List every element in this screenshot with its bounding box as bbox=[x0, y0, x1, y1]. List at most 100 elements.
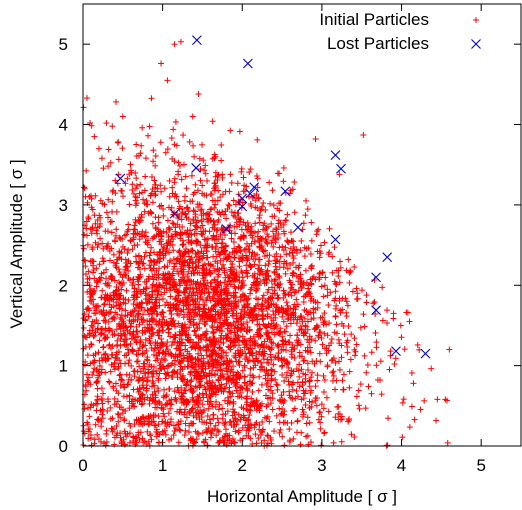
initial-particle-marker bbox=[181, 432, 188, 439]
initial-particle-marker bbox=[177, 38, 184, 45]
initial-particle-marker bbox=[175, 215, 182, 222]
initial-particle-marker bbox=[322, 274, 329, 281]
initial-particle-marker bbox=[335, 403, 342, 410]
initial-particle-marker bbox=[362, 405, 369, 412]
initial-particle-marker bbox=[247, 290, 254, 297]
initial-particle-marker bbox=[306, 419, 313, 426]
initial-particle-marker bbox=[142, 173, 149, 180]
initial-particle-marker bbox=[321, 430, 328, 437]
x-tick-label: 1 bbox=[158, 456, 167, 475]
initial-particle-marker bbox=[116, 404, 123, 411]
initial-particle-marker bbox=[154, 185, 161, 192]
initial-particle-marker bbox=[294, 342, 301, 349]
initial-particle-marker bbox=[281, 442, 288, 449]
initial-particle-marker bbox=[126, 201, 133, 208]
initial-particle-marker bbox=[109, 123, 116, 130]
initial-particle-marker bbox=[262, 206, 269, 213]
initial-particle-marker bbox=[100, 390, 107, 397]
initial-particle-marker bbox=[257, 432, 264, 439]
initial-particle-marker bbox=[387, 348, 394, 355]
initial-particle-marker bbox=[224, 394, 231, 401]
initial-particle-marker bbox=[408, 370, 415, 377]
initial-particle-marker bbox=[161, 185, 168, 192]
initial-particle-marker bbox=[226, 389, 233, 396]
initial-particle-marker bbox=[214, 240, 221, 247]
initial-particle-marker bbox=[329, 377, 336, 384]
initial-particle-marker bbox=[244, 256, 251, 263]
initial-particle-marker bbox=[131, 373, 138, 380]
lost-particle-marker bbox=[371, 305, 381, 316]
initial-particle-marker bbox=[171, 427, 178, 434]
initial-particle-marker bbox=[377, 358, 384, 365]
initial-particle-marker bbox=[150, 329, 157, 336]
initial-particle-marker bbox=[308, 265, 315, 272]
initial-particle-marker bbox=[324, 292, 331, 299]
initial-particle-marker bbox=[222, 188, 229, 195]
initial-particle-marker bbox=[392, 355, 399, 362]
initial-particle-marker bbox=[138, 142, 145, 149]
initial-particle-marker bbox=[109, 188, 116, 195]
initial-particle-marker bbox=[249, 388, 256, 395]
initial-particle-marker bbox=[434, 396, 441, 403]
initial-particle-marker bbox=[96, 261, 103, 268]
initial-particle-marker bbox=[293, 387, 300, 394]
initial-particle-marker bbox=[228, 358, 235, 365]
initial-particle-marker bbox=[169, 184, 176, 191]
initial-particle-marker bbox=[199, 429, 206, 436]
initial-particle-marker bbox=[97, 274, 104, 281]
initial-particle-marker bbox=[210, 411, 217, 418]
initial-particle-marker bbox=[103, 438, 110, 445]
initial-particle-marker bbox=[267, 200, 274, 207]
legend-label-initial-particles: Initial Particles bbox=[319, 10, 429, 29]
initial-particle-marker bbox=[400, 396, 407, 403]
initial-particle-marker bbox=[308, 219, 315, 226]
initial-particle-marker bbox=[268, 220, 275, 227]
initial-particle-marker bbox=[233, 387, 240, 394]
initial-particle-marker bbox=[117, 377, 124, 384]
initial-particle-marker bbox=[246, 412, 253, 419]
initial-particle-marker bbox=[263, 239, 270, 246]
initial-particle-marker bbox=[166, 436, 173, 443]
initial-particle-marker bbox=[256, 214, 263, 221]
initial-particle-marker bbox=[106, 379, 113, 386]
initial-particle-marker bbox=[145, 369, 152, 376]
initial-particle-marker bbox=[138, 401, 145, 408]
initial-particle-marker bbox=[146, 252, 153, 259]
initial-particle-marker bbox=[315, 334, 322, 341]
initial-particle-marker bbox=[169, 220, 176, 227]
initial-particle-marker bbox=[259, 419, 266, 426]
initial-particle-marker bbox=[399, 399, 406, 406]
initial-particle-marker bbox=[321, 429, 328, 436]
initial-particle-marker bbox=[343, 309, 350, 316]
initial-particle-marker bbox=[279, 371, 286, 378]
initial-particle-marker bbox=[342, 295, 349, 302]
initial-particle-marker bbox=[218, 157, 225, 164]
initial-particle-marker bbox=[118, 187, 125, 194]
initial-particle-marker bbox=[254, 175, 261, 182]
initial-particle-marker bbox=[301, 357, 308, 364]
initial-particle-marker bbox=[130, 190, 137, 197]
initial-particle-marker bbox=[140, 196, 147, 203]
initial-particle-marker bbox=[328, 336, 335, 343]
initial-particle-marker bbox=[100, 245, 107, 252]
initial-particle-marker bbox=[280, 178, 287, 185]
initial-particle-marker bbox=[240, 188, 247, 195]
initial-particle-marker bbox=[164, 217, 171, 224]
initial-particle-marker bbox=[276, 429, 283, 436]
initial-particle-marker bbox=[391, 361, 398, 368]
initial-particle-marker bbox=[108, 229, 115, 236]
initial-particle-marker bbox=[115, 418, 122, 425]
initial-particle-marker bbox=[265, 386, 272, 393]
initial-particle-marker bbox=[275, 350, 282, 357]
initial-particle-marker bbox=[299, 378, 306, 385]
initial-particle-marker bbox=[98, 326, 105, 333]
initial-particle-marker bbox=[188, 376, 195, 383]
initial-particle-marker bbox=[150, 158, 157, 165]
initial-particle-marker bbox=[286, 250, 293, 257]
initial-particle-marker bbox=[210, 232, 217, 239]
initial-particle-marker bbox=[364, 361, 371, 368]
initial-particle-marker bbox=[300, 298, 307, 305]
initial-particle-marker bbox=[211, 221, 218, 228]
initial-particle-marker bbox=[307, 250, 314, 257]
initial-particle-marker bbox=[103, 430, 110, 437]
